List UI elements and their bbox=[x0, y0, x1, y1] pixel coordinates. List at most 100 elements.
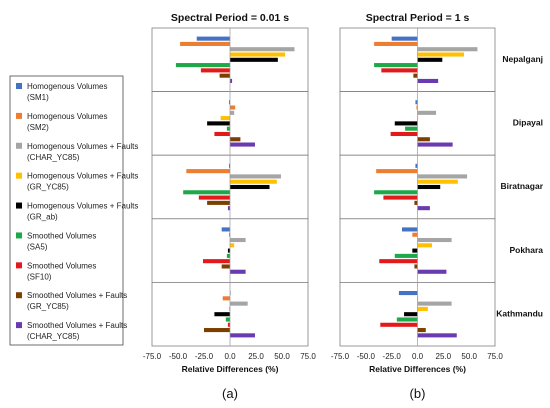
bar-panel0-kathmandu-s4 bbox=[214, 312, 230, 317]
legend-swatch-3 bbox=[16, 172, 22, 179]
bar-panel1-dipayal-s8 bbox=[417, 142, 453, 147]
bar-panel1-kathmandu-s5 bbox=[396, 317, 418, 322]
bar-panel0-dipayal-s7 bbox=[230, 137, 241, 142]
legend-entry-3-line-0: Homogenous Volumes + Faults bbox=[27, 172, 138, 181]
bar-panel1-dipayal-s2 bbox=[417, 110, 437, 115]
bar-panel0-pokhara-s8 bbox=[230, 269, 246, 274]
x-tick-label-0-2: -25.0 bbox=[195, 352, 214, 361]
bar-panel0-dipayal-s0 bbox=[228, 100, 230, 105]
bar-panel0-nepalganj-s3 bbox=[230, 52, 286, 57]
bar-panel0-kathmandu-s7 bbox=[204, 328, 230, 333]
bar-panel1-biratnagar-s3 bbox=[417, 179, 458, 184]
bar-panel1-kathmandu-s2 bbox=[417, 301, 452, 306]
bar-panel0-biratnagar-s8 bbox=[227, 206, 230, 211]
bar-panel1-kathmandu-s0 bbox=[398, 291, 418, 296]
x-tick-label-0-1: -50.0 bbox=[169, 352, 188, 361]
legend-entry-7-line-1: (GR_YC85) bbox=[27, 302, 69, 311]
legend-entry-2-line-1: (CHAR_YC85) bbox=[27, 153, 80, 162]
legend-entry-5-line-0: Smoothed Volumes bbox=[27, 231, 96, 240]
legend-swatch-0 bbox=[16, 83, 22, 89]
bar-panel0-pokhara-s2 bbox=[230, 237, 246, 243]
legend-entry-7-line-0: Smoothed Volumes + Faults bbox=[27, 291, 127, 300]
bar-panel0-pokhara-s4 bbox=[227, 248, 230, 253]
bar-panel0-nepalganj-s5 bbox=[175, 63, 230, 68]
legend-entry-1-line-1: (SM2) bbox=[27, 123, 49, 132]
location-label-pokhara: Pokhara bbox=[509, 245, 543, 255]
bar-panel0-dipayal-s6 bbox=[214, 131, 230, 137]
bar-panel1-dipayal-s1 bbox=[416, 105, 418, 110]
bar-panel0-biratnagar-s3 bbox=[230, 179, 277, 184]
bar-panel0-biratnagar-s7 bbox=[207, 200, 230, 205]
x-tick-label-1-3: 0.0 bbox=[412, 352, 424, 361]
x-tick-label-1-6: 75.0 bbox=[487, 352, 503, 361]
bar-panel1-nepalganj-s5 bbox=[374, 63, 418, 68]
x-tick-label-0-3: 0.0 bbox=[224, 352, 236, 361]
bar-panel1-nepalganj-s6 bbox=[381, 68, 418, 73]
bar-panel0-dipayal-s2 bbox=[230, 110, 235, 115]
x-tick-label-0-6: 75.0 bbox=[300, 352, 316, 361]
x-axis-label-1: Relative Differences (%) bbox=[369, 364, 466, 374]
x-tick-label-1-4: 25.0 bbox=[436, 352, 452, 361]
bar-panel0-nepalganj-s6 bbox=[200, 68, 230, 73]
bar-panel1-kathmandu-s7 bbox=[417, 328, 426, 333]
legend-entry-3-line-1: (GR_YC85) bbox=[27, 183, 69, 192]
bar-panel1-pokhara-s7 bbox=[414, 264, 418, 269]
bar-panel0-nepalganj-s4 bbox=[230, 57, 278, 62]
bar-panel0-kathmandu-s5 bbox=[225, 317, 230, 322]
bar-panel0-dipayal-s1 bbox=[230, 105, 236, 110]
bar-panel1-dipayal-s0 bbox=[415, 100, 418, 105]
legend-entry-6-line-1: (SF10) bbox=[27, 272, 52, 281]
bar-panel1-pokhara-s4 bbox=[412, 248, 418, 253]
bar-panel0-kathmandu-s2 bbox=[230, 301, 248, 306]
x-tick-label-1-1: -50.0 bbox=[357, 352, 376, 361]
panel-label-0: (a) bbox=[222, 386, 238, 401]
bar-panel0-kathmandu-s1 bbox=[222, 296, 230, 301]
bar-panel1-kathmandu-s6 bbox=[380, 322, 418, 327]
location-label-biratnagar: Biratnagar bbox=[500, 181, 543, 191]
bar-panel1-biratnagar-s2 bbox=[417, 174, 468, 179]
panel-label-1: (b) bbox=[410, 386, 426, 401]
bar-panel1-dipayal-s4 bbox=[394, 121, 418, 126]
legend-entry-4-line-1: (GR_ab) bbox=[27, 213, 58, 222]
legend-swatch-2 bbox=[16, 142, 22, 149]
bar-panel1-nepalganj-s0 bbox=[391, 36, 418, 41]
bar-panel0-pokhara-s3 bbox=[230, 243, 235, 248]
bar-panel1-biratnagar-s6 bbox=[383, 195, 418, 200]
bar-panel0-dipayal-s8 bbox=[230, 142, 255, 147]
bar-panel0-dipayal-s3 bbox=[220, 116, 230, 121]
x-axis-label-0: Relative Differences (%) bbox=[182, 364, 279, 374]
legend-entry-2-line-0: Homogenous Volumes + Faults bbox=[27, 142, 138, 151]
bar-panel1-biratnagar-s1 bbox=[376, 169, 418, 174]
bar-panel0-biratnagar-s2 bbox=[230, 174, 281, 179]
bar-panel1-pokhara-s8 bbox=[417, 269, 447, 274]
bar-panel1-nepalganj-s1 bbox=[374, 41, 418, 46]
legend-entry-0-line-0: Homogenous Volumes bbox=[27, 82, 108, 91]
legend-entry-5-line-1: (SA5) bbox=[27, 242, 48, 251]
bar-panel0-biratnagar-s1 bbox=[186, 169, 230, 174]
bar-panel1-biratnagar-s4 bbox=[417, 184, 441, 190]
bar-panel0-nepalganj-s8 bbox=[230, 78, 233, 83]
bar-panel1-pokhara-s6 bbox=[379, 259, 418, 264]
bar-panel1-kathmandu-s4 bbox=[404, 312, 418, 317]
legend-entry-0-line-1: (SM1) bbox=[27, 93, 49, 102]
bar-panel1-pokhara-s3 bbox=[417, 243, 432, 248]
x-tick-label-1-2: -25.0 bbox=[383, 352, 402, 361]
bar-panel0-kathmandu-s3 bbox=[228, 306, 230, 311]
bar-panel1-dipayal-s6 bbox=[390, 131, 418, 137]
bar-panel0-nepalganj-s1 bbox=[180, 41, 230, 46]
panel-title-1: Spectral Period = 1 s bbox=[366, 12, 470, 24]
x-tick-label-0-0: -75.0 bbox=[143, 352, 162, 361]
bar-panel1-kathmandu-s8 bbox=[417, 333, 457, 338]
x-tick-label-1-0: -75.0 bbox=[331, 352, 350, 361]
legend-entry-4-line-0: Homogenous Volumes + Faults bbox=[27, 202, 138, 211]
bar-panel0-kathmandu-s6 bbox=[227, 322, 230, 327]
legend-swatch-1 bbox=[16, 112, 22, 119]
legend-entry-8-line-0: Smoothed Volumes + Faults bbox=[27, 321, 127, 330]
legend-entry-6-line-0: Smoothed Volumes bbox=[27, 261, 96, 270]
bar-panel1-nepalganj-s4 bbox=[417, 57, 443, 62]
bar-panel0-nepalganj-s7 bbox=[219, 73, 230, 78]
bar-panel0-biratnagar-s4 bbox=[230, 184, 270, 190]
legend-box bbox=[9, 75, 124, 346]
bar-panel1-dipayal-s7 bbox=[417, 137, 430, 142]
